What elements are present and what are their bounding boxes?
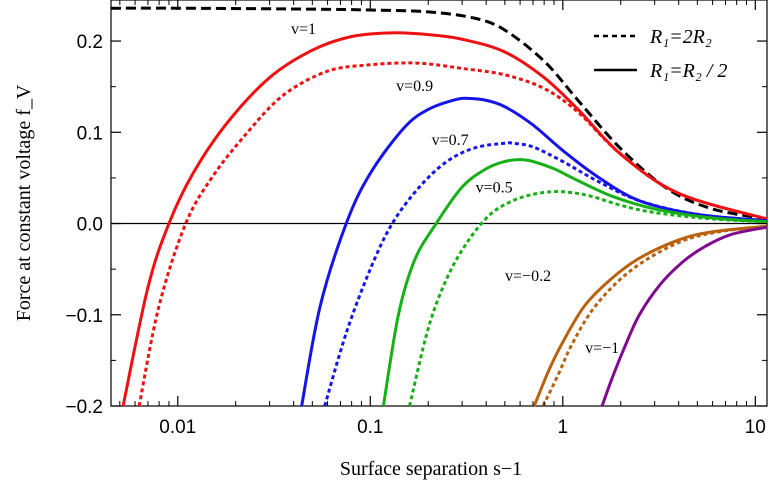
plot-frame	[110, 0, 768, 407]
curve-label-3: v=0.5	[476, 180, 513, 197]
series-line-6	[408, 190, 768, 407]
series-line-3	[300, 96, 768, 407]
x-axis-title: Surface separation s−1	[340, 458, 522, 480]
series-line-5	[381, 158, 768, 407]
legend-label-dashed: R₁=2R₂	[649, 26, 712, 48]
y-tick-label: 0.0	[77, 215, 103, 236]
series-line-2	[137, 61, 768, 407]
y-tick-label: 0.1	[77, 123, 103, 144]
x-tick-label: 0.01	[159, 417, 196, 438]
curve-labels-layer: v=1 v=0.9 v=0.7 v=0.5 v=−0.2 v=−1	[291, 21, 619, 357]
y-tick-label: 0.2	[77, 32, 103, 53]
y-tick-label: −0.1	[65, 306, 103, 327]
series-line-7	[532, 224, 768, 407]
ticks-layer: 0.01 0.1 1 10 0.2 0.1 0.0 −0.1 −0.2	[65, 0, 767, 438]
curve-label-4: v=−0.2	[505, 268, 551, 285]
curve-label-0: v=1	[291, 21, 316, 38]
legend: R₁=2R₂ R₁=R₂ / 2	[594, 26, 727, 82]
series-line-8	[541, 224, 768, 407]
x-tick-label: 10	[745, 417, 766, 438]
y-tick-label: −0.2	[65, 397, 103, 418]
series-line-4	[323, 141, 768, 407]
x-tick-label: 1	[558, 417, 569, 438]
series-layer	[110, 6, 768, 407]
curve-label-1: v=0.9	[396, 78, 433, 95]
series-line-1	[121, 31, 768, 407]
curve-label-5: v=−1	[585, 340, 619, 357]
series-line-9	[600, 225, 768, 407]
y-axis-title: Force at constant voltage f_V	[13, 84, 35, 321]
series-line-0	[110, 6, 768, 221]
legend-label-solid: R₁=R₂ / 2	[649, 60, 727, 82]
x-tick-label: 0.1	[357, 417, 383, 438]
curve-label-2: v=0.7	[432, 132, 469, 149]
